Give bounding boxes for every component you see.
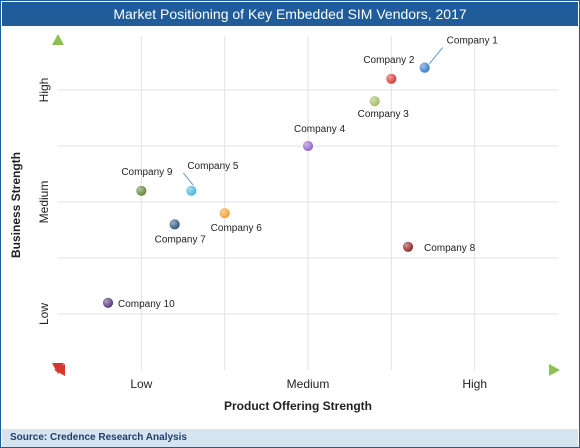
grid-lines	[58, 36, 558, 370]
x-tick-label: Low	[130, 377, 152, 391]
data-point-shine	[385, 73, 397, 85]
data-point-label: Company 5	[187, 161, 239, 172]
data-point-label: Company 10	[118, 299, 175, 310]
y-tick-labels: Low Medium High	[37, 78, 51, 325]
data-point-label: Company 6	[211, 223, 263, 234]
axes	[52, 34, 560, 376]
data-point-group: Company 3	[358, 95, 410, 120]
y-axis-arrow-down	[52, 363, 64, 374]
leader-line	[428, 47, 444, 65]
data-points: Company 1 Company 2 Company 3 Company 4 Comp…	[102, 36, 499, 310]
data-point-shine	[135, 185, 147, 197]
data-point-label: Company 9	[121, 167, 173, 178]
data-point-group: Company 10	[102, 296, 175, 310]
y-tick-label: High	[37, 78, 51, 103]
data-point-shine	[302, 140, 314, 152]
y-tick-label: Medium	[37, 181, 51, 224]
data-point-label: Company 1	[447, 36, 499, 47]
data-point-group: Company 6	[211, 207, 263, 234]
data-point-label: Company 8	[424, 243, 476, 254]
data-point-shine	[185, 185, 197, 197]
data-point-shine	[419, 62, 431, 74]
x-tick-label: Medium	[287, 377, 330, 391]
data-point-shine	[369, 95, 381, 107]
data-point-group: Company 4	[294, 124, 346, 152]
y-axis-title: Business Strength	[9, 152, 23, 258]
data-point-label: Company 4	[294, 124, 346, 135]
data-point-group: Company 2	[363, 55, 415, 85]
data-point-group: Company 8	[402, 240, 476, 254]
data-point-label: Company 3	[358, 109, 410, 120]
chart-title: Market Positioning of Key Embedded SIM V…	[2, 2, 578, 26]
data-point-group: Company 9	[121, 167, 173, 197]
x-tick-labels: Low Medium High	[130, 377, 487, 391]
data-point-label: Company 2	[363, 55, 415, 66]
data-point-shine	[102, 297, 114, 309]
data-point-shine	[402, 241, 414, 253]
data-point-group: Company 1	[418, 36, 499, 74]
data-point-group: Company 7	[155, 218, 207, 245]
y-axis-arrow-up	[52, 34, 64, 45]
data-point-shine	[219, 207, 231, 219]
x-axis-title: Product Offering Strength	[224, 399, 372, 413]
data-point-group: Company 5	[182, 161, 239, 197]
source-note: Source: Credence Research Analysis	[2, 429, 578, 447]
data-point-shine	[169, 218, 181, 230]
x-tick-label: High	[462, 377, 487, 391]
y-tick-label: Low	[37, 303, 51, 325]
x-axis-arrow-right	[549, 364, 560, 376]
data-point-label: Company 7	[155, 234, 207, 245]
